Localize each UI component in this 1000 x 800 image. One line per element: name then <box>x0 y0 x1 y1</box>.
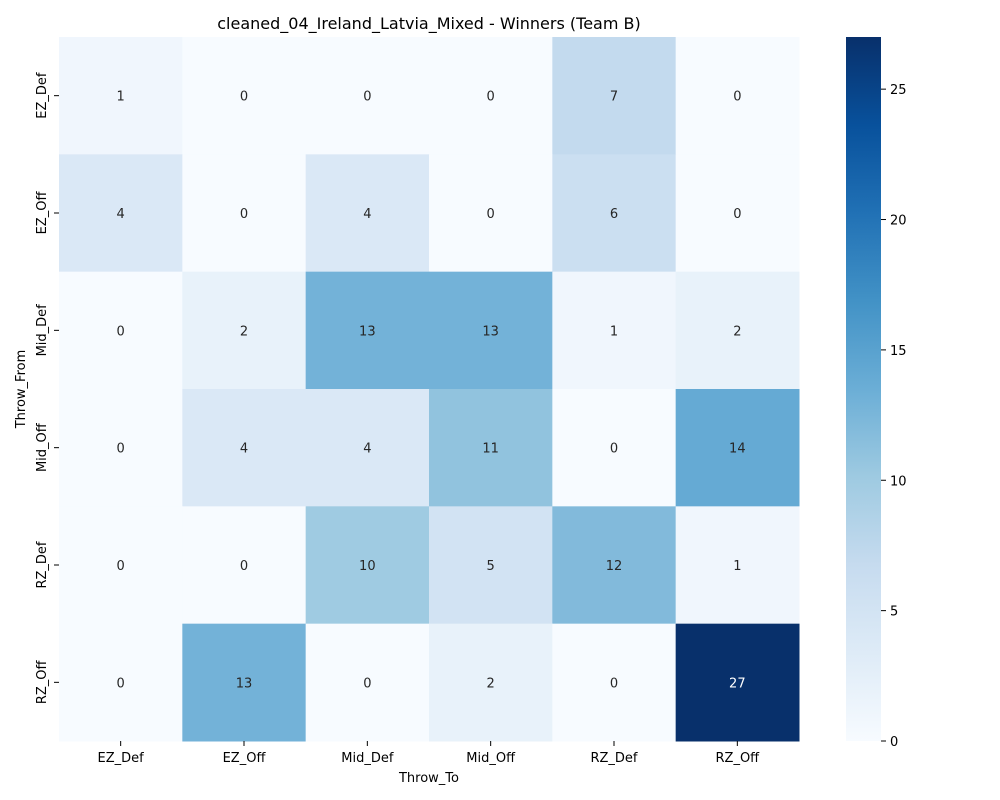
cell-value-label: 0 <box>117 442 125 457</box>
y-tick-label: Mid_Off <box>35 422 50 472</box>
x-tick-label: Mid_Off <box>466 751 516 766</box>
heatmap-cell <box>305 37 430 155</box>
heatmap-cell <box>305 506 430 625</box>
heatmap-cell <box>182 506 307 625</box>
heatmap-cell <box>675 37 800 155</box>
heatmap-cell <box>552 623 677 742</box>
y-tick-label: Mid_Def <box>35 304 50 357</box>
heatmap-cell <box>59 154 183 273</box>
y-tick-label: EZ_Def <box>35 72 50 119</box>
heatmap-cells: 1 0 0 0 7 04 0 4 0 6 00 2 13 13 1 20 4 4 11 0 140 0 10 5 12 10 13 0… <box>59 37 800 742</box>
cell-value-label: 0 <box>363 90 371 105</box>
cell-value-label: 0 <box>117 559 125 574</box>
heatmap-cell <box>305 271 430 390</box>
cell-value-label: 27 <box>729 676 746 691</box>
colorbar <box>846 37 881 741</box>
cell-value-label: 7 <box>610 90 618 105</box>
cell-value-label: 0 <box>117 676 125 691</box>
colorbar-tick-label: 5 <box>890 605 898 620</box>
x-tick-label: EZ_Off <box>223 751 267 766</box>
cell-value-label: 13 <box>482 324 499 339</box>
heatmap-cell <box>675 271 800 390</box>
x-tick-label: EZ_Def <box>98 751 145 766</box>
heatmap-cell <box>552 37 677 155</box>
cell-value-label: 0 <box>240 559 248 574</box>
heatmap-cell <box>429 506 553 625</box>
heatmap-cell <box>429 389 553 507</box>
heatmap-cell <box>429 623 553 742</box>
y-axis-ticks: EZ_Def EZ_Off Mid_Def Mid_Off RZ_Def RZ_Off <box>35 72 59 704</box>
heatmap-cell <box>182 623 307 742</box>
cell-value-label: 1 <box>117 90 125 105</box>
cell-value-label: 2 <box>240 324 248 339</box>
heatmap-cell <box>182 271 307 390</box>
colorbar-ticks: 0 5 10 15 20 25 <box>881 83 907 750</box>
y-axis-label: Throw_From <box>14 350 29 430</box>
cell-value-label: 0 <box>733 207 741 222</box>
cell-value-label: 11 <box>482 442 499 457</box>
cell-value-label: 1 <box>610 324 618 339</box>
cell-value-label: 5 <box>487 559 495 574</box>
colorbar-tick-label: 20 <box>890 214 907 229</box>
heatmap-cell <box>552 389 677 507</box>
heatmap-cell <box>675 506 800 625</box>
heatmap-cell <box>182 389 307 507</box>
heatmap-cell <box>552 506 677 625</box>
cell-value-label: 4 <box>363 442 371 457</box>
x-axis-ticks: EZ_Def EZ_Off Mid_Def Mid_Off RZ_Def RZ_Off <box>98 741 761 766</box>
x-tick-label: Mid_Def <box>341 751 394 766</box>
cell-value-label: 0 <box>610 676 618 691</box>
cell-value-label: 2 <box>487 676 495 691</box>
heatmap-cell <box>429 271 553 390</box>
cell-value-label: 0 <box>487 90 495 105</box>
cell-value-label: 0 <box>117 324 125 339</box>
colorbar-tick-label: 10 <box>890 474 907 489</box>
heatmap-cell <box>675 389 800 507</box>
cell-value-label: 0 <box>733 90 741 105</box>
cell-value-label: 2 <box>733 324 741 339</box>
heatmap-cell <box>429 37 553 155</box>
cell-value-label: 4 <box>363 207 371 222</box>
heatmap-cell <box>59 271 183 390</box>
cell-value-label: 0 <box>240 90 248 105</box>
cell-value-label: 4 <box>117 207 125 222</box>
cell-value-label: 0 <box>363 676 371 691</box>
heatmap-cell <box>552 154 677 273</box>
heatmap-cell <box>675 623 800 742</box>
heatmap-cell <box>59 506 183 625</box>
heatmap-cell <box>59 37 183 155</box>
chart-title: cleaned_04_Ireland_Latvia_Mixed - Winner… <box>217 14 640 34</box>
y-tick-label: RZ_Def <box>35 541 50 588</box>
cell-value-label: 6 <box>610 207 618 222</box>
colorbar-tick-label: 15 <box>890 344 907 359</box>
x-tick-label: RZ_Off <box>716 751 761 766</box>
heatmap-cell <box>182 154 307 273</box>
heatmap-cell <box>305 623 430 742</box>
cell-value-label: 0 <box>610 442 618 457</box>
y-tick-label: RZ_Off <box>35 659 50 704</box>
cell-value-label: 14 <box>729 442 746 457</box>
cell-value-label: 13 <box>236 676 253 691</box>
heatmap-cell <box>305 389 430 507</box>
x-tick-label: RZ_Def <box>590 751 637 766</box>
heatmap-cell <box>552 271 677 390</box>
cell-value-label: 12 <box>606 559 623 574</box>
cell-value-label: 10 <box>359 559 376 574</box>
cell-value-label: 13 <box>359 324 376 339</box>
heatmap-cell <box>429 154 553 273</box>
cell-value-label: 1 <box>733 559 741 574</box>
x-axis-label: Throw_To <box>398 771 459 786</box>
heatmap-cell <box>182 37 307 155</box>
colorbar-tick-label: 0 <box>890 735 898 750</box>
heatmap-cell <box>59 623 183 742</box>
heatmap-cell <box>59 389 183 507</box>
cell-value-label: 0 <box>240 207 248 222</box>
heatmap-cell <box>675 154 800 273</box>
cell-value-label: 0 <box>487 207 495 222</box>
y-tick-label: EZ_Off <box>35 191 50 235</box>
colorbar-tick-label: 25 <box>890 83 907 98</box>
cell-value-label: 4 <box>240 442 248 457</box>
heatmap-cell <box>305 154 430 273</box>
